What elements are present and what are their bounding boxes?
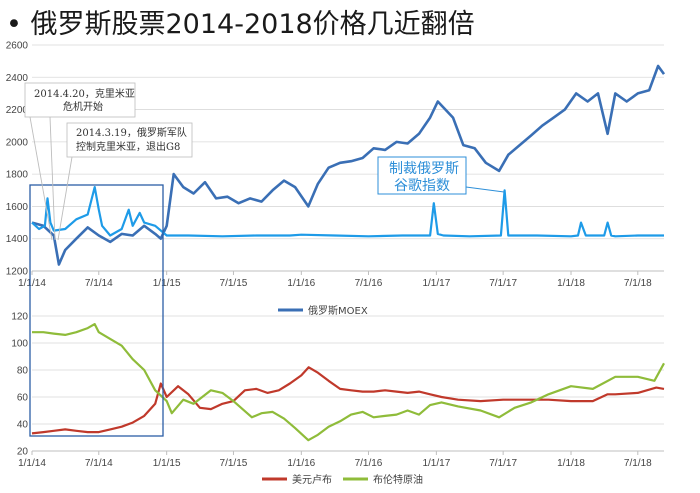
x-tick-label: 1/1/16 — [287, 458, 315, 469]
y-tick-label: 60 — [17, 393, 29, 404]
y-tick-label: 40 — [17, 420, 29, 431]
annotation-sanctions: 制裁俄罗斯 谷歌指数 — [377, 156, 505, 195]
series-line-0-1 — [31, 186, 664, 238]
legend-moex-label: 俄罗斯MOEX — [308, 304, 368, 317]
series-line-美元卢布 — [31, 366, 665, 435]
y-tick-label: 80 — [17, 366, 29, 377]
x-tick-label: 1/1/15 — [153, 278, 181, 289]
annotation-crimea-crisis-pointer-2 — [49, 116, 56, 241]
page-title: • 俄罗斯股票2014-2018价格几近翻倍 — [6, 9, 475, 40]
bottom-chart-legend: 美元卢布 布伦特原油 — [262, 473, 423, 486]
x-tick-label: 1/1/15 — [153, 458, 181, 469]
bottom-chart-x-ticks: 1/1/14 7/1/14 1/1/15 7/1/15 1/1/16 7/1/16 1/1/… — [18, 451, 652, 469]
annotation-crimea-control-pointer — [57, 156, 73, 241]
x-tick-label: 7/1/16 — [355, 278, 383, 289]
annotation-crimea-crisis-line1: 2014.4.20，克里米亚 — [34, 87, 135, 100]
x-tick-label: 1/1/17 — [422, 278, 450, 289]
legend-usdrub-label: 美元卢布 — [292, 473, 332, 486]
y-tick-label: 1600 — [6, 202, 29, 213]
x-tick-label: 7/1/14 — [85, 278, 113, 289]
crimea-period-highlight-box — [29, 184, 164, 437]
x-tick-label: 7/1/18 — [624, 278, 652, 289]
y-tick-label: 1200 — [6, 267, 29, 278]
annotation-crimea-control: 2014.3.19，俄罗斯军队 控制克里米亚，退出G8 — [57, 122, 193, 241]
y-tick-label: 20 — [17, 447, 29, 458]
top-chart-series — [31, 64, 666, 266]
y-tick-label: 2200 — [6, 105, 29, 116]
annotation-crimea-crisis-line2: 危机开始 — [63, 100, 103, 113]
annotation-sanctions-line2: 谷歌指数 — [394, 178, 450, 194]
x-tick-label: 7/1/14 — [85, 458, 113, 469]
y-tick-label: 120 — [11, 312, 28, 323]
annotation-sanctions-box — [377, 156, 467, 195]
top-chart-x-ticks: 1/1/14 7/1/14 1/1/15 7/1/15 1/1/16 7/1/16 1/1/… — [18, 271, 652, 289]
y-tick-label: 2600 — [6, 41, 29, 52]
legend-brent-label: 布伦特原油 — [373, 473, 423, 486]
annotation-sanctions-pointer — [465, 186, 505, 193]
x-tick-label: 7/1/17 — [489, 458, 517, 469]
annotation-crimea-crisis-box — [24, 82, 136, 118]
x-tick-label: 1/1/14 — [18, 278, 46, 289]
top-chart-y-ticks: 1200 1400 1600 1800 2000 2200 2400 2600 — [6, 41, 29, 278]
annotation-crimea-control-line1: 2014.3.19，俄罗斯军队 — [76, 126, 187, 139]
x-tick-label: 1/1/18 — [557, 278, 585, 289]
y-tick-label: 1800 — [6, 170, 29, 181]
bottom-chart-series — [31, 323, 665, 442]
annotation-crimea-control-line2: 控制克里米亚，退出G8 — [76, 140, 180, 153]
x-tick-label: 7/1/17 — [489, 278, 517, 289]
annotation-crimea-crisis: 2014.4.20，克里米亚 危机开始 — [24, 82, 136, 241]
series-line-布伦特原油 — [32, 323, 665, 442]
y-tick-label: 2000 — [6, 137, 29, 148]
y-tick-label: 1400 — [6, 234, 29, 245]
x-tick-label: 7/1/16 — [355, 458, 383, 469]
annotation-crimea-crisis-pointer — [29, 116, 53, 241]
annotation-sanctions-line1: 制裁俄罗斯 — [389, 161, 459, 177]
series-line-俄罗斯MOEX — [31, 64, 666, 266]
top-chart-legend: 俄罗斯MOEX — [278, 304, 368, 317]
x-tick-label: 1/1/18 — [557, 458, 585, 469]
bottom-chart-gridlines — [32, 315, 664, 452]
x-tick-label: 7/1/15 — [220, 278, 248, 289]
bottom-chart-y-ticks: 20 40 60 80 100 120 — [11, 312, 28, 458]
y-tick-label: 100 — [11, 339, 28, 350]
x-tick-label: 7/1/18 — [624, 458, 652, 469]
x-tick-label: 1/1/14 — [18, 458, 46, 469]
annotation-crimea-control-box — [66, 122, 193, 158]
x-tick-label: 1/1/17 — [422, 458, 450, 469]
y-tick-label: 2400 — [6, 73, 29, 84]
x-tick-label: 1/1/16 — [287, 278, 315, 289]
x-tick-label: 7/1/15 — [220, 458, 248, 469]
